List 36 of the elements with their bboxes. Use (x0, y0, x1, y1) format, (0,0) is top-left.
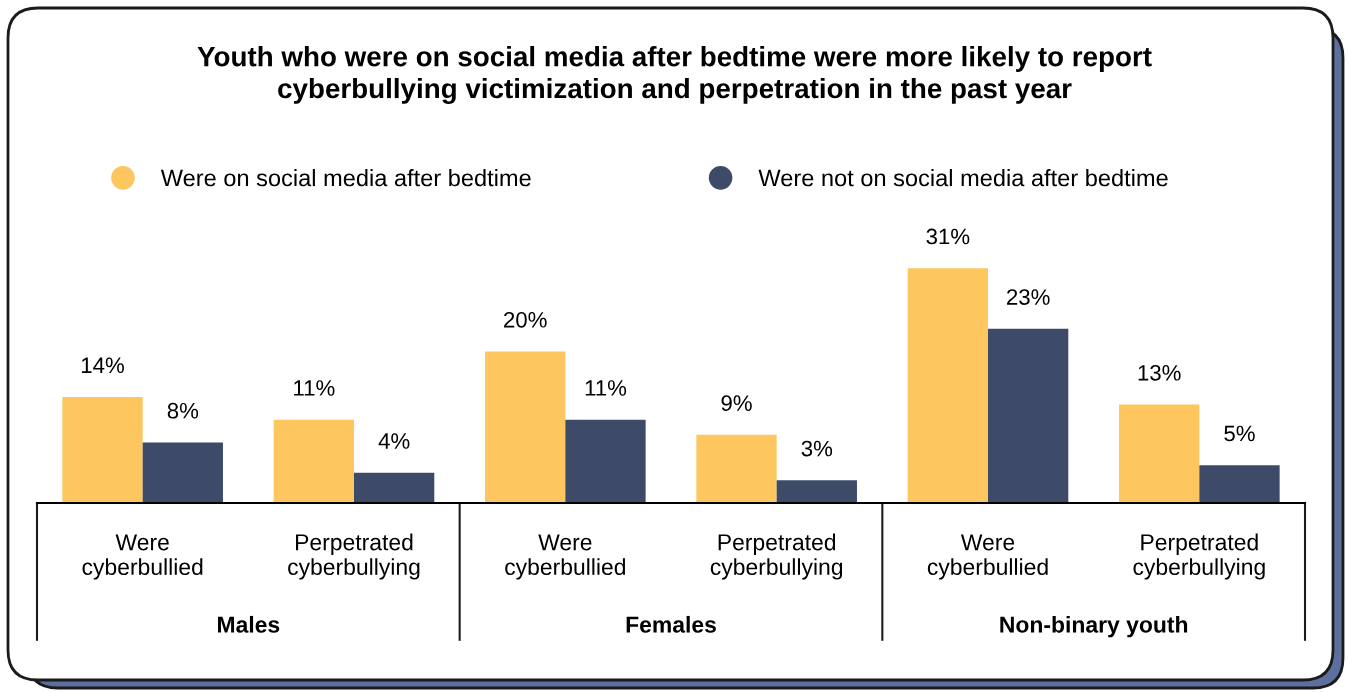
data-label: 11% (294, 380, 335, 396)
bar (776, 480, 857, 503)
bar (988, 328, 1069, 503)
text: Non-binary youth (1000, 615, 1188, 638)
bar (485, 351, 566, 503)
x-tick-label: Were cyberbullied (505, 534, 626, 580)
data-label: 31% (926, 228, 970, 245)
legend-label: Were not on social media after bedtime (758, 169, 1168, 187)
text: Males (218, 615, 280, 633)
bar (907, 268, 988, 503)
data-label: 5% (1224, 425, 1255, 442)
data-label: 9% (721, 395, 752, 411)
bar (1119, 404, 1200, 503)
data-label: 4% (378, 433, 410, 449)
x-tick-label: Perpetrated cyberbullying (1133, 533, 1265, 580)
x-tick-label: Perpetrated cyberbullying (710, 533, 843, 580)
text: Females (626, 615, 716, 633)
x-tick-label: Were cyberbullied (82, 534, 203, 580)
bar (62, 396, 143, 503)
x-tick-label: Perpetrated cyberbullying (288, 533, 420, 580)
chart-title: Youth who were on social media after bedtime were more likely to report cyberbullying victimization and perpetration in the past year (197, 46, 1152, 104)
data-label: 11% (585, 380, 627, 396)
data-label: 14% (81, 357, 124, 374)
bar (142, 442, 223, 503)
bar (565, 419, 646, 503)
bar (273, 419, 354, 503)
x-tick-label: Were cyberbullied (927, 534, 1048, 580)
data-label: 20% (504, 311, 547, 328)
data-label: 8% (167, 402, 199, 419)
data-label: 3% (801, 440, 833, 457)
data-label: 23% (1007, 289, 1050, 305)
bar (354, 472, 435, 503)
bar (1199, 465, 1280, 503)
bar (696, 434, 777, 503)
data-label: 13% (1138, 364, 1181, 381)
legend-label: Were on social media after bedtime (160, 169, 531, 187)
